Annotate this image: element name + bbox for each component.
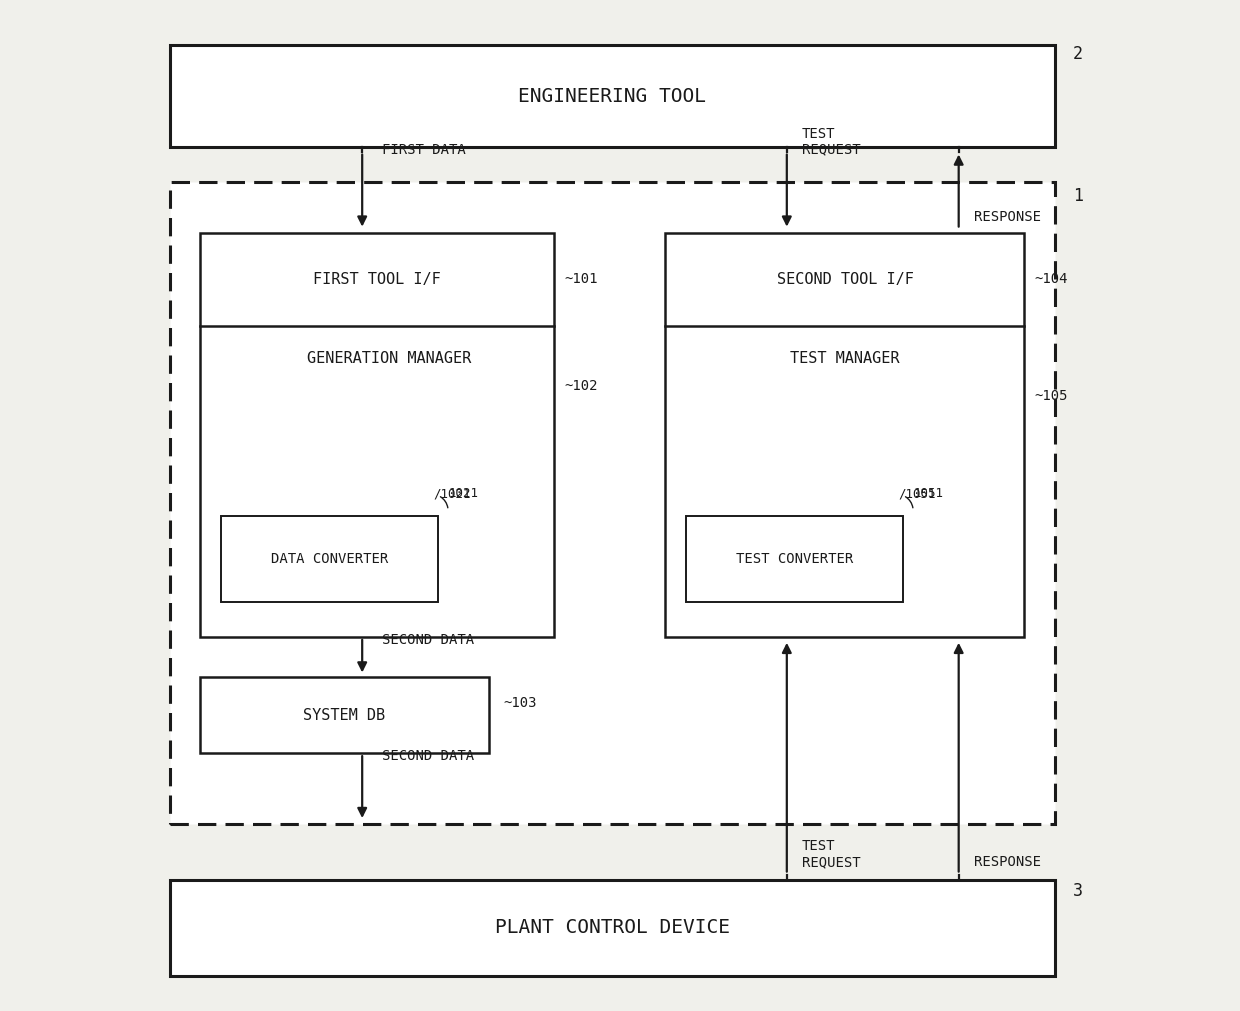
Text: RESPONSE: RESPONSE xyxy=(973,210,1040,224)
Text: 2: 2 xyxy=(1073,45,1083,64)
Text: TEST MANAGER: TEST MANAGER xyxy=(790,351,900,366)
Text: FIRST DATA: FIRST DATA xyxy=(382,143,466,157)
Text: 1: 1 xyxy=(1073,187,1083,205)
Text: 3: 3 xyxy=(1073,882,1083,900)
Text: 1021: 1021 xyxy=(448,487,479,500)
Text: TEST
REQUEST: TEST REQUEST xyxy=(802,839,861,869)
Text: ~102: ~102 xyxy=(564,379,598,393)
Bar xyxy=(201,233,554,637)
Bar xyxy=(201,677,489,753)
Text: PLANT CONTROL DEVICE: PLANT CONTROL DEVICE xyxy=(495,918,730,937)
Text: SECOND TOOL I/F: SECOND TOOL I/F xyxy=(776,272,914,286)
Bar xyxy=(686,516,903,602)
Text: /1051: /1051 xyxy=(898,487,935,500)
Text: /1021: /1021 xyxy=(433,487,470,500)
Bar xyxy=(170,182,1055,824)
Text: ~101: ~101 xyxy=(564,272,598,286)
Text: GENERATION MANAGER: GENERATION MANAGER xyxy=(306,351,471,366)
Text: TEST CONVERTER: TEST CONVERTER xyxy=(735,552,853,565)
Text: ~105: ~105 xyxy=(1034,389,1068,403)
Text: 1051: 1051 xyxy=(913,487,944,500)
Text: SYSTEM DB: SYSTEM DB xyxy=(304,708,386,723)
Text: DATA CONVERTER: DATA CONVERTER xyxy=(270,552,388,565)
Text: FIRST TOOL I/F: FIRST TOOL I/F xyxy=(314,272,441,286)
Bar xyxy=(170,880,1055,976)
Text: ~104: ~104 xyxy=(1034,272,1068,286)
Text: SECOND DATA: SECOND DATA xyxy=(382,749,475,763)
Text: SECOND DATA: SECOND DATA xyxy=(382,633,475,647)
Text: ENGINEERING TOOL: ENGINEERING TOOL xyxy=(518,87,707,105)
Bar xyxy=(170,45,1055,147)
Text: ~103: ~103 xyxy=(503,696,537,710)
Text: RESPONSE: RESPONSE xyxy=(973,855,1040,869)
Text: TEST
REQUEST: TEST REQUEST xyxy=(802,126,861,157)
Bar xyxy=(666,233,1024,637)
Bar xyxy=(221,516,438,602)
